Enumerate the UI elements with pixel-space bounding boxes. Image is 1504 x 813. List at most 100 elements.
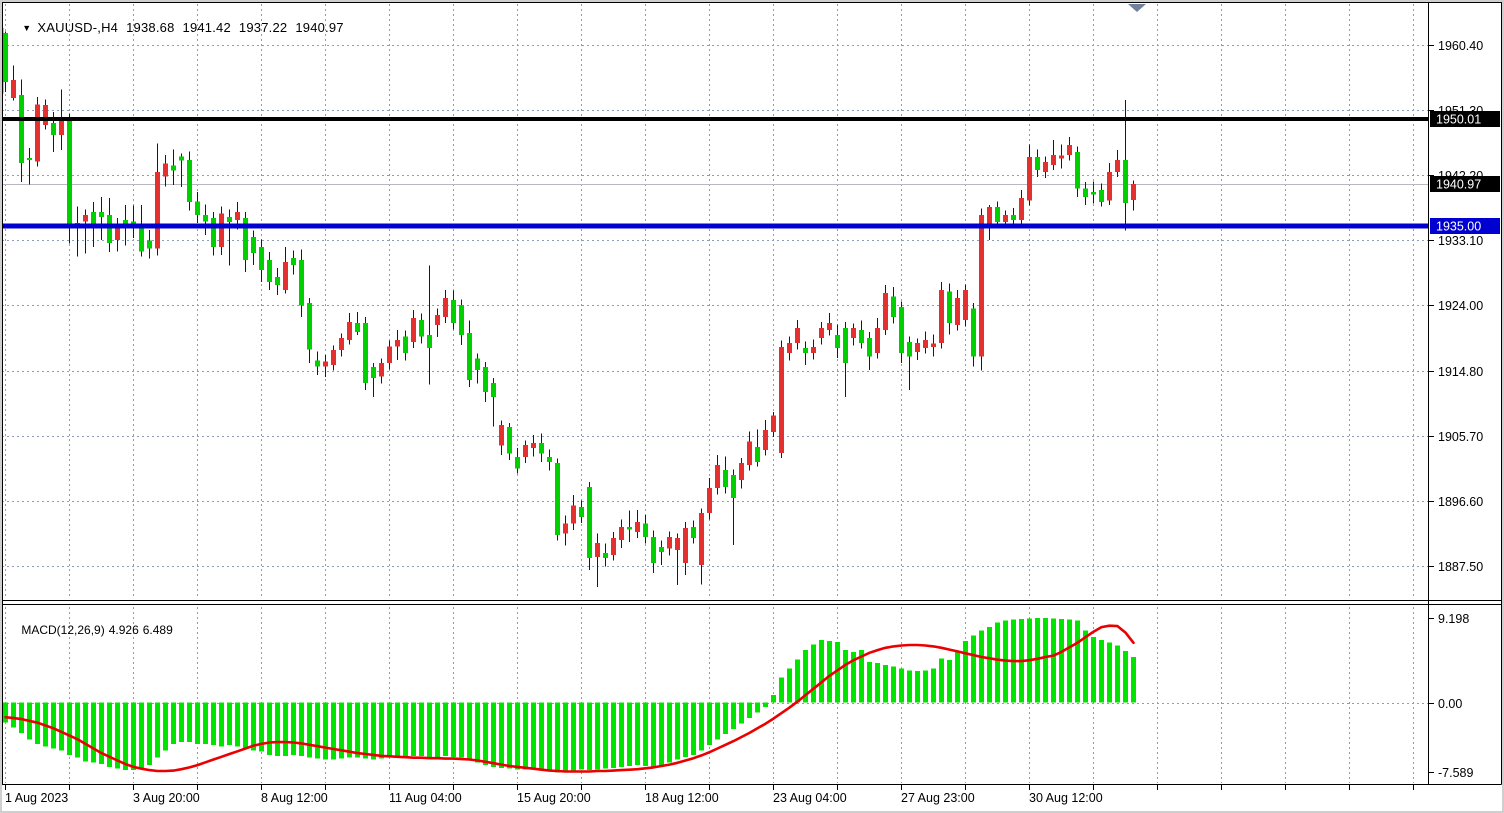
macd-histogram-bar	[843, 650, 848, 703]
macd-histogram-bar	[611, 702, 616, 768]
bull-candle	[827, 322, 832, 330]
bear-candle	[603, 552, 608, 558]
bull-candle	[883, 292, 888, 330]
bear-candle	[451, 300, 456, 323]
macd-histogram-bar	[947, 660, 952, 703]
macd-histogram-bar	[379, 702, 384, 759]
bull-candle	[931, 343, 936, 348]
bear-candle	[307, 302, 312, 350]
macd-histogram-bar	[259, 702, 264, 752]
macd-histogram-bar	[59, 702, 64, 751]
bull-candle	[11, 80, 16, 98]
macd-histogram-bar	[1115, 645, 1120, 703]
bear-candle	[971, 308, 976, 357]
time-axis-label: 18 Aug 12:00	[645, 791, 719, 805]
bear-candle	[355, 322, 360, 333]
time-axis[interactable]: 1 Aug 2023 3 Aug 20:00 8 Aug 12:00 11 Aug 0…	[5, 785, 1414, 805]
symbol-dropdown-icon[interactable]: ▼	[22, 23, 32, 33]
macd-histogram-bar	[235, 702, 240, 747]
bear-candle	[1091, 192, 1096, 195]
macd-indicator-label: MACD(12,26,9) 4.926 6.489	[8, 609, 177, 651]
macd-histogram-bar	[699, 702, 704, 751]
bull-candle	[667, 537, 672, 549]
bear-candle	[51, 122, 56, 135]
macd-histogram-bar	[203, 702, 208, 744]
macd-histogram-bar	[539, 702, 544, 770]
bear-candle	[259, 247, 264, 270]
macd-histogram-bar	[915, 671, 920, 703]
ohlc-close: 1940.97	[295, 20, 344, 35]
price-axis[interactable]: 1960.401951.301942.201933.101924.001914.…	[1428, 39, 1500, 780]
macd-histogram-bar	[707, 702, 712, 745]
bear-candle	[555, 462, 560, 535]
bear-candle	[691, 527, 696, 538]
bull-candle	[1027, 157, 1032, 201]
bear-candle	[835, 335, 840, 348]
current-price-badge-text: 1940.97	[1436, 178, 1481, 192]
bear-candle	[507, 427, 512, 454]
chart-frame	[2, 2, 1502, 785]
candle-wick	[493, 377, 494, 427]
macd-histogram-bar	[603, 702, 608, 769]
bear-candle	[859, 330, 864, 343]
bear-candle	[643, 523, 648, 538]
macd-histogram-bar	[3, 702, 8, 723]
macd-histogram-bar	[299, 702, 304, 756]
time-axis-label: 27 Aug 23:00	[901, 791, 975, 805]
bear-candle	[187, 160, 192, 203]
macd-histogram-bar	[75, 702, 80, 758]
bear-candle	[243, 217, 248, 260]
macd-histogram-bar	[963, 640, 968, 703]
macd-histogram-bar	[1083, 630, 1088, 703]
bear-candle	[211, 217, 216, 248]
macd-histogram-bar	[627, 702, 632, 766]
bull-candle	[939, 290, 944, 343]
bull-candle	[707, 487, 712, 513]
bear-candle	[659, 547, 664, 553]
macd-histogram-bar	[1123, 650, 1128, 703]
macd-histogram-bar	[1091, 637, 1096, 703]
bull-candle	[523, 445, 528, 458]
candle-wick	[909, 336, 910, 390]
macd-histogram-bar	[899, 668, 904, 703]
bull-candle	[787, 342, 792, 353]
macd-histogram-bar	[931, 668, 936, 703]
bull-candle	[499, 425, 504, 446]
macd-histogram-bar	[803, 650, 808, 703]
price-axis-label: 1896.60	[1438, 495, 1483, 509]
macd-name: MACD(12,26,9)	[21, 623, 105, 637]
support-hline[interactable]	[2, 223, 1428, 229]
candle-wick	[181, 153, 182, 188]
macd-histogram-bar	[163, 702, 168, 751]
candle-wick	[229, 209, 230, 266]
bear-candle	[291, 257, 296, 265]
macd-signal-value: 6.489	[142, 623, 173, 637]
macd-histogram-bar	[883, 664, 888, 703]
macd-histogram-bar	[91, 702, 96, 763]
macd-histogram-bar	[1107, 642, 1112, 703]
bear-candle	[99, 212, 104, 218]
bear-candle	[651, 537, 656, 563]
resistance-hline[interactable]	[2, 117, 1428, 121]
macd-histogram-bar	[755, 702, 760, 713]
bear-candle	[275, 277, 280, 285]
bull-candle	[1059, 155, 1064, 159]
bear-candle	[227, 217, 232, 223]
macd-histogram-bar	[787, 668, 792, 703]
macd-histogram-bar	[723, 702, 728, 734]
bull-candle	[1131, 183, 1136, 201]
macd-histogram-bar	[531, 702, 536, 769]
macd-histogram-bar	[19, 702, 24, 733]
current-candle-marker-icon	[1128, 4, 1146, 12]
macd-histogram-bar	[123, 702, 128, 771]
bull-candle	[771, 415, 776, 433]
bear-candle	[867, 337, 872, 357]
macd-histogram-bar	[867, 662, 872, 703]
macd-histogram-bar	[355, 702, 360, 758]
bull-candle	[387, 346, 392, 363]
macd-histogram-bar	[307, 702, 312, 758]
candle-wick	[733, 469, 734, 545]
bear-candle	[251, 237, 256, 253]
macd-histogram-bar	[139, 702, 144, 769]
